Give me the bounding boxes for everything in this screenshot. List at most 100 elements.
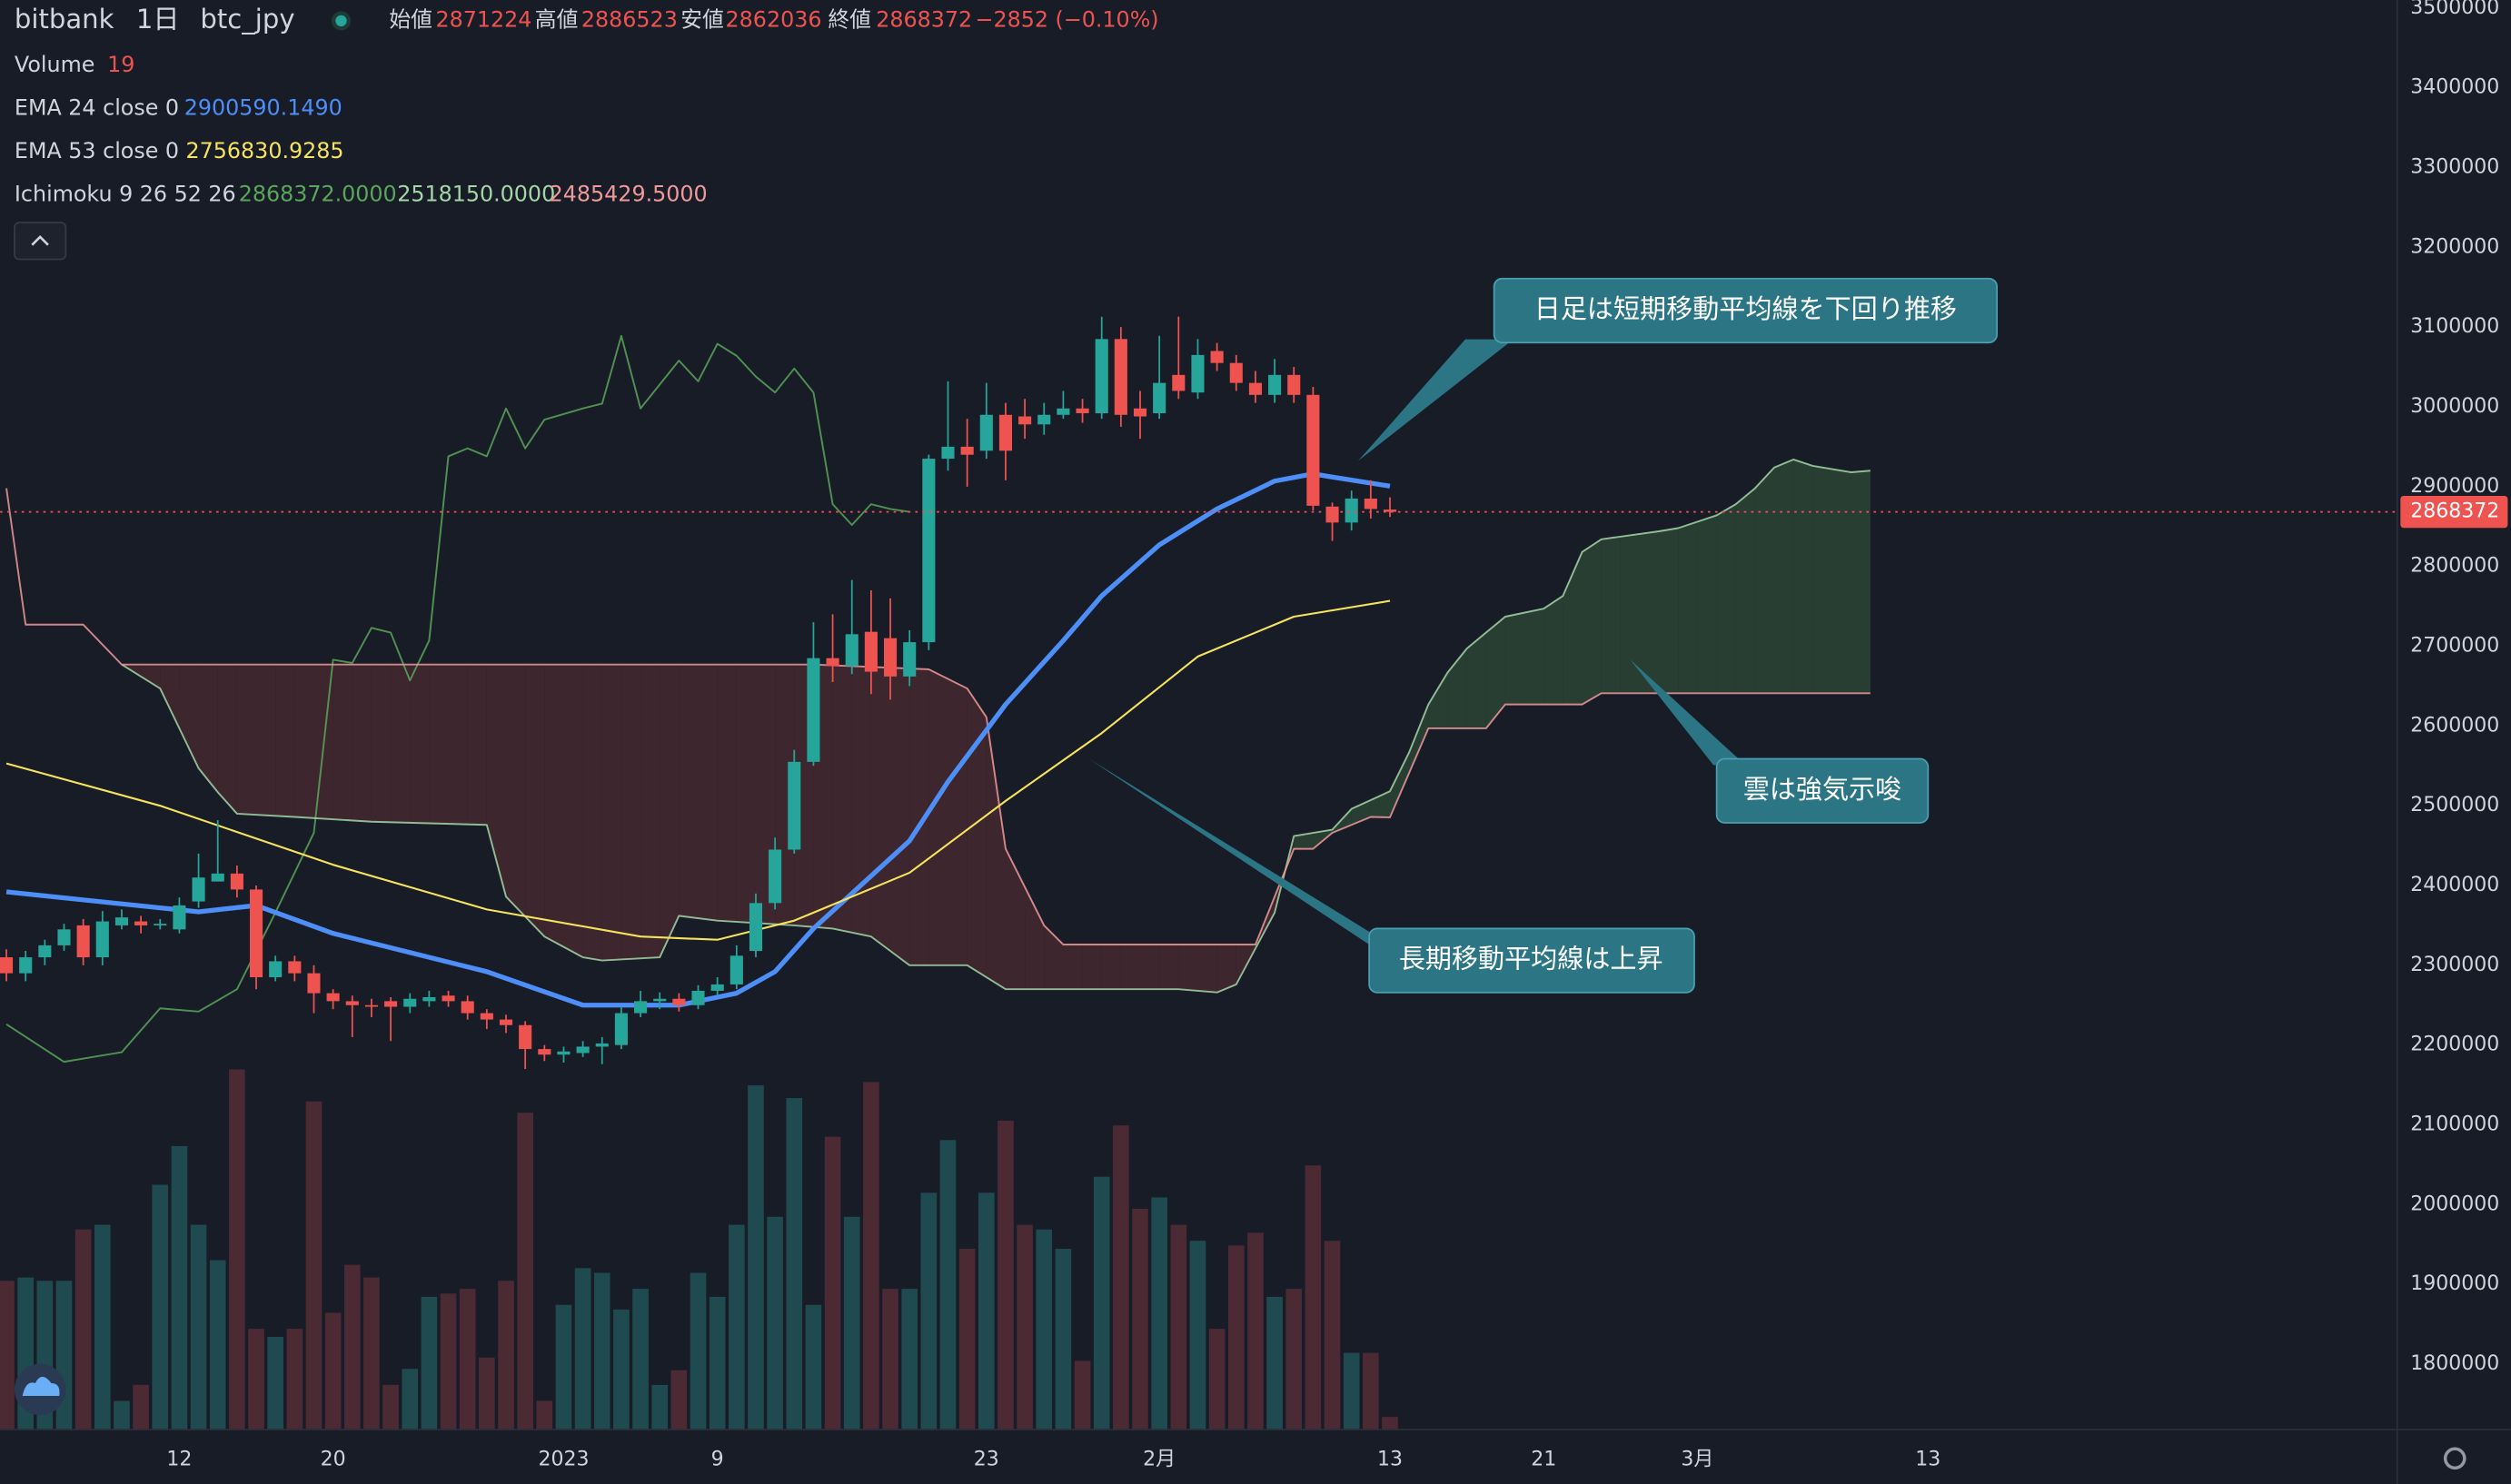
candle-body: [76, 925, 90, 958]
candle-body: [1345, 498, 1358, 523]
callout-arrow: [1357, 339, 1514, 461]
candle-body: [864, 631, 878, 672]
close-value: 2868372: [876, 6, 972, 32]
settings-icon[interactable]: [2443, 1447, 2466, 1470]
collapse-box[interactable]: [14, 222, 67, 261]
y-tick-label: 3300000: [2410, 155, 2499, 178]
volume-bar: [1036, 1229, 1053, 1430]
volume-bar: [343, 1264, 361, 1430]
volume-bar: [901, 1289, 918, 1430]
cloud-fill: [736, 664, 756, 924]
candle-body: [826, 658, 839, 667]
volume-bar: [1151, 1197, 1167, 1430]
x-tick-label: 21: [1531, 1449, 1556, 1471]
cloud-fill: [486, 664, 506, 897]
cloud-fill: [275, 664, 295, 817]
candle-body: [941, 446, 955, 460]
volume-bar: [440, 1293, 457, 1430]
candle-body: [480, 1013, 493, 1020]
volume-value: 19: [107, 52, 134, 77]
cloud-fill: [620, 664, 641, 960]
indicator-line: [5, 599, 1391, 941]
candle-body: [903, 642, 917, 677]
y-tick-label: 2700000: [2410, 634, 2499, 657]
y-tick-label: 3500000: [2410, 0, 2499, 19]
x-tick-label: 13: [1377, 1449, 1403, 1471]
cloud-fill: [1159, 945, 1179, 990]
cloud-fill: [294, 664, 314, 818]
candle-body: [154, 924, 167, 925]
cloud-fill: [179, 664, 199, 768]
candle-body: [173, 905, 186, 930]
callout-box: [1368, 927, 1695, 994]
y-tick-label: 2000000: [2410, 1192, 2499, 1215]
volume-bar: [978, 1192, 995, 1430]
x-tick-label: 13: [1915, 1449, 1940, 1471]
candle-body: [634, 1001, 648, 1014]
volume-bar: [267, 1336, 283, 1430]
volume-bar: [479, 1357, 495, 1430]
volume-bar: [1305, 1165, 1322, 1430]
candle-body: [557, 1051, 571, 1055]
cloud-fill: [986, 717, 1006, 990]
candle-body: [749, 903, 763, 952]
y-tick-label: 2600000: [2410, 714, 2499, 737]
volume-bar: [863, 1082, 879, 1430]
candle-body: [845, 634, 859, 667]
volume-bar: [748, 1085, 764, 1430]
cloud-fill: [1504, 612, 1525, 705]
x-tick-label: 9: [711, 1449, 724, 1471]
callout-text: 日足は短期移動平均線を下回り推移: [1534, 293, 1957, 324]
y-tick-label: 3200000: [2410, 235, 2499, 258]
candle-body: [249, 889, 263, 978]
volume-bar: [997, 1121, 1014, 1430]
cloud-fill: [1620, 533, 1640, 694]
volume-bar: [152, 1184, 169, 1430]
cloud-fill: [1563, 551, 1583, 705]
ema24-legend: EMA 24 close 0: [15, 94, 179, 120]
callout-text: 長期移動平均線は上昇: [1399, 944, 1663, 974]
volume-bar: [1055, 1249, 1072, 1430]
cloud-fill: [1101, 945, 1121, 990]
volume-bar: [1343, 1352, 1360, 1430]
y-tick-label: 3000000: [2410, 395, 2499, 418]
candle-body: [38, 945, 52, 958]
cloud-fill: [1140, 945, 1160, 990]
volume-bar: [805, 1304, 822, 1430]
volume-bar: [690, 1272, 707, 1430]
cloud-fill: [505, 664, 526, 917]
candle-body: [345, 1001, 359, 1005]
volume-bar: [593, 1272, 610, 1430]
change: −2852 (−0.10%): [976, 6, 1159, 32]
cloud-fill: [217, 664, 237, 814]
volume-bar: [1208, 1329, 1226, 1430]
collapse-button[interactable]: [14, 222, 67, 261]
cloud-fill: [1735, 488, 1755, 694]
last-price-label: 2868372: [2410, 500, 2499, 523]
candle-body: [326, 993, 340, 1002]
span-b-value: 2485429.5000: [550, 182, 708, 207]
cloud-fill: [256, 664, 276, 816]
low-value: 2862036: [726, 6, 822, 32]
volume-bar: [421, 1296, 438, 1430]
open-value: 2871224: [436, 6, 532, 32]
y-tick-label: 2400000: [2410, 874, 2499, 896]
cloud-fill: [717, 664, 737, 922]
cloud-fill: [1389, 752, 1410, 817]
candle-body: [807, 658, 820, 762]
callout-box: [1715, 757, 1930, 824]
volume-bar: [209, 1260, 226, 1430]
volume-bar: [305, 1101, 323, 1430]
collapse-icon[interactable]: [31, 235, 49, 246]
volume-bar: [613, 1309, 630, 1430]
x-tick-label: 23: [974, 1449, 999, 1471]
logo-cloud[interactable]: [22, 1376, 60, 1397]
candle-body: [1364, 498, 1377, 510]
volume-bar: [670, 1370, 688, 1430]
volume-bar: [709, 1296, 726, 1430]
candle-body: [1076, 408, 1089, 414]
cloud-fill: [160, 664, 180, 728]
candle-body: [269, 961, 283, 978]
y-tick-label: 1900000: [2410, 1272, 2499, 1295]
ema53-legend: EMA 53 close 0: [15, 138, 179, 163]
